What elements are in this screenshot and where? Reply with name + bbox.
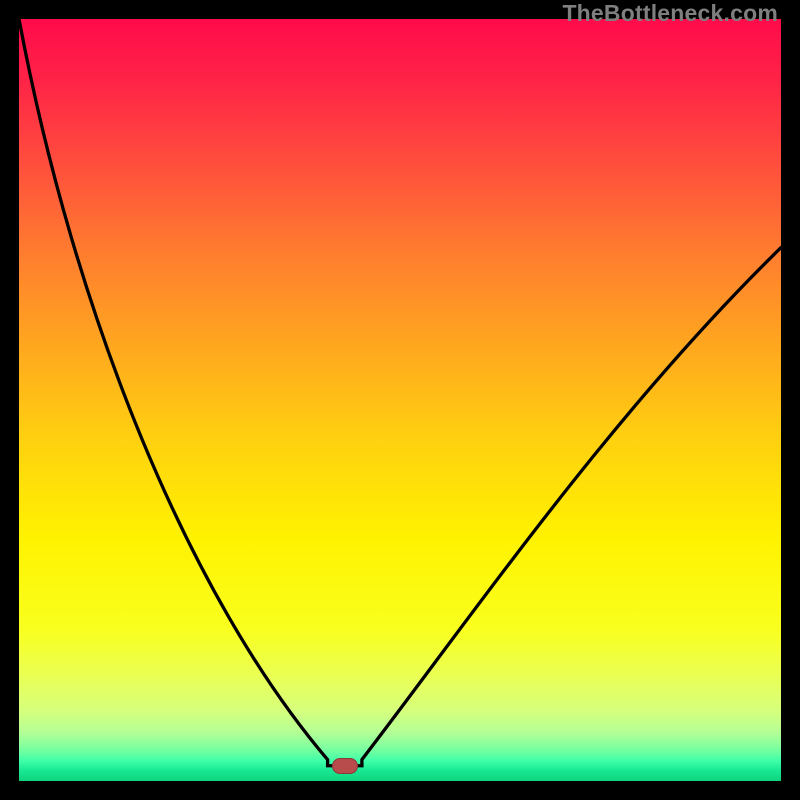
plot-area (19, 19, 781, 781)
curve-path (19, 19, 781, 766)
optimal-point-marker (332, 758, 358, 774)
chart-stage: TheBottleneck.com (0, 0, 800, 800)
bottleneck-curve (19, 19, 781, 781)
